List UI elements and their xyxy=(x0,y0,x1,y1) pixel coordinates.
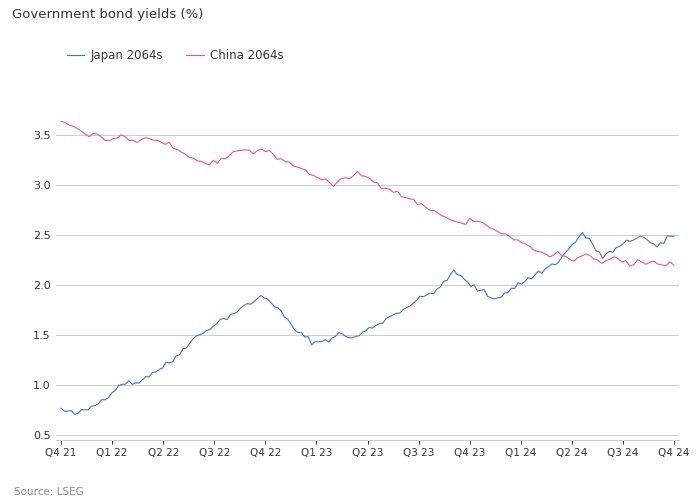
Japan 2064s xyxy=(338,331,346,337)
Japan 2064s xyxy=(578,230,587,235)
China 2064s xyxy=(557,252,566,258)
Japan 2064s xyxy=(368,325,377,331)
Legend: Japan 2064s, China 2064s: Japan 2064s, China 2064s xyxy=(62,44,288,67)
Japan 2064s xyxy=(670,234,678,239)
Japan 2064s xyxy=(453,272,461,278)
Japan 2064s xyxy=(57,406,65,411)
Line: Japan 2064s: Japan 2064s xyxy=(61,232,674,414)
Text: Source: LSEG: Source: LSEG xyxy=(14,487,84,497)
Line: China 2064s: China 2064s xyxy=(61,122,674,266)
China 2064s xyxy=(670,262,678,268)
Text: Government bond yields (%): Government bond yields (%) xyxy=(13,8,204,21)
China 2064s xyxy=(626,263,634,269)
China 2064s xyxy=(273,156,281,162)
China 2064s xyxy=(445,216,454,222)
Japan 2064s xyxy=(307,342,316,348)
Japan 2064s xyxy=(365,324,373,330)
China 2064s xyxy=(582,251,590,257)
Japan 2064s xyxy=(263,296,272,302)
China 2064s xyxy=(514,237,522,243)
China 2064s xyxy=(270,151,278,157)
China 2064s xyxy=(57,118,65,124)
Japan 2064s xyxy=(71,412,79,418)
